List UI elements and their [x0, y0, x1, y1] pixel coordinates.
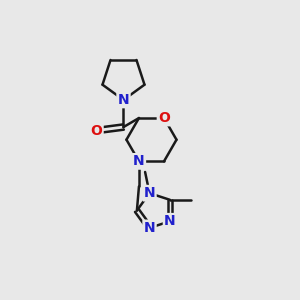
Text: O: O — [91, 124, 102, 138]
Text: N: N — [133, 154, 145, 168]
Text: N: N — [144, 221, 155, 235]
Text: N: N — [118, 93, 129, 107]
Text: O: O — [158, 111, 170, 125]
Text: N: N — [144, 186, 155, 200]
Text: N: N — [164, 214, 176, 228]
